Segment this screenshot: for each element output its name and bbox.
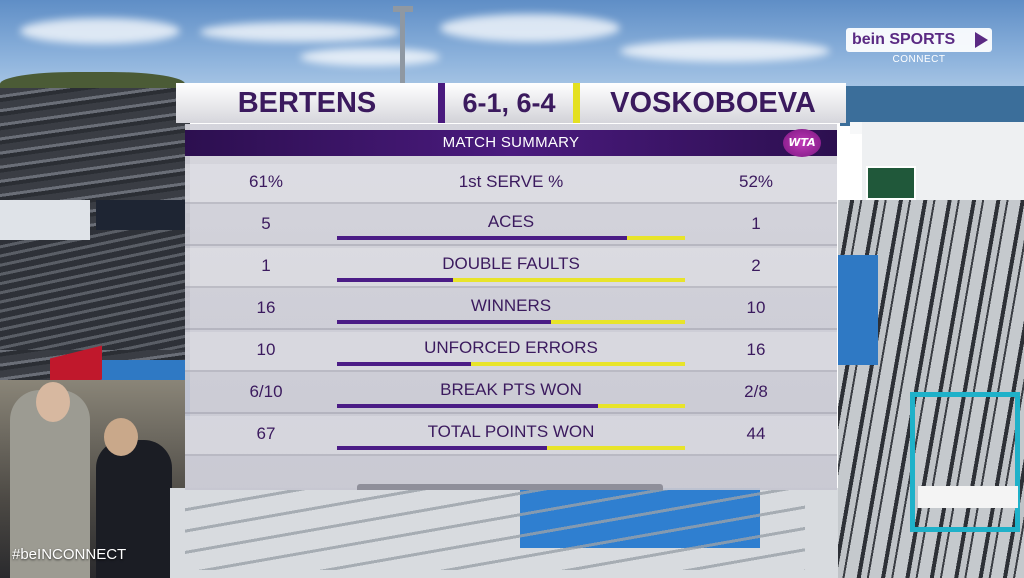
sponsor-banner xyxy=(96,200,186,230)
sponsor-sign xyxy=(866,166,916,200)
play-icon xyxy=(975,32,988,48)
stat-row: 16 WINNERS 10 xyxy=(185,290,837,330)
stat-label: DOUBLE FAULTS xyxy=(442,254,580,273)
row-divider xyxy=(185,286,837,288)
stat-left-value: 16 xyxy=(256,298,276,317)
cloud xyxy=(620,40,830,62)
hashtag: #beINCONNECT xyxy=(12,546,127,563)
stat-comparison-bar xyxy=(337,320,685,324)
stat-comparison-bar xyxy=(337,362,685,366)
match-score: 6-1, 6-4 xyxy=(438,83,580,123)
match-summary-panel: MATCH SUMMARY WTA 61% 1st SERVE % 52% 5 ACES… xyxy=(185,124,837,490)
stat-row: 5 ACES 1 xyxy=(185,206,837,246)
row-divider xyxy=(185,454,837,456)
bar-right-share xyxy=(551,320,685,324)
bein-sports-logo: bein SPORTS xyxy=(846,28,992,52)
bar-left-share xyxy=(337,404,598,408)
stat-right-value: 10 xyxy=(746,298,766,317)
stat-row: 67 TOTAL POINTS WON 44 xyxy=(185,416,837,456)
row-divider xyxy=(185,244,837,246)
stat-comparison-bar xyxy=(337,404,685,408)
summary-title: MATCH SUMMARY xyxy=(185,130,837,156)
row-divider xyxy=(185,412,837,414)
stat-row: 10 UNFORCED ERRORS 16 xyxy=(185,332,837,372)
stat-right-value: 16 xyxy=(746,340,766,359)
bar-left-share xyxy=(337,236,627,240)
bar-right-share xyxy=(547,446,685,450)
cloud xyxy=(20,18,180,44)
left-stand-seats xyxy=(0,230,190,350)
cloud xyxy=(440,14,620,42)
bar-right-share xyxy=(470,362,685,366)
stat-label: UNFORCED ERRORS xyxy=(424,338,598,357)
stat-label: TOTAL POINTS WON xyxy=(427,422,595,441)
stat-row: 6/10 BREAK PTS WON 2/8 xyxy=(185,374,837,414)
bar-right-share xyxy=(626,236,685,240)
screen-frame xyxy=(910,392,1020,532)
player-right-name: VOSKOBOEVA xyxy=(580,83,846,123)
broadcaster-logo: bein SPORTS CONNECT xyxy=(846,28,992,68)
bar-left-share xyxy=(337,446,548,450)
stat-right-value: 2 xyxy=(751,256,761,275)
stat-comparison-bar xyxy=(337,236,685,240)
player-left-name: BERTENS xyxy=(176,83,438,123)
stat-label: ACES xyxy=(487,212,535,231)
cloud xyxy=(200,22,400,42)
stat-label: BREAK PTS WON xyxy=(440,380,582,399)
stat-row: 61% 1st SERVE % 52% xyxy=(185,164,837,204)
row-divider xyxy=(185,202,837,204)
railing xyxy=(185,490,805,570)
stat-row: 1 DOUBLE FAULTS 2 xyxy=(185,248,837,288)
panel-tab xyxy=(357,484,663,490)
stat-left-value: 1 xyxy=(261,256,271,275)
spectator-head xyxy=(104,418,138,456)
stat-right-value: 1 xyxy=(751,214,761,233)
row-divider xyxy=(185,328,837,330)
stat-right-value: 44 xyxy=(746,424,766,443)
stat-left-value: 6/10 xyxy=(249,382,283,401)
left-wall xyxy=(0,200,90,240)
scoreboard-header: BERTENS 6-1, 6-4 VOSKOBOEVA xyxy=(176,83,846,123)
sign-board xyxy=(918,486,1018,508)
stat-left-value: 67 xyxy=(256,424,276,443)
stat-left-value: 5 xyxy=(261,214,271,233)
stat-label: WINNERS xyxy=(470,296,552,315)
spectator xyxy=(96,440,172,578)
cloud xyxy=(300,48,440,66)
spectator-head xyxy=(36,382,70,422)
stat-comparison-bar xyxy=(337,446,685,450)
stat-comparison-bar xyxy=(337,278,685,282)
court-surface-right xyxy=(838,255,878,365)
stat-left-value: 61% xyxy=(248,172,284,191)
row-divider xyxy=(185,370,837,372)
stat-right-value: 2/8 xyxy=(744,382,768,401)
sea xyxy=(840,86,1024,126)
stat-label: 1st SERVE % xyxy=(458,172,564,191)
bar-right-share xyxy=(598,404,685,408)
bar-left-share xyxy=(337,278,453,282)
bar-left-share xyxy=(337,320,552,324)
wta-logo: WTA xyxy=(783,129,821,157)
bar-left-share xyxy=(337,362,471,366)
bar-right-share xyxy=(452,278,685,282)
light-tower xyxy=(400,8,405,84)
broadcaster-sub: CONNECT xyxy=(892,54,946,65)
stat-right-value: 52% xyxy=(738,172,774,191)
stat-left-value: 10 xyxy=(256,340,276,359)
